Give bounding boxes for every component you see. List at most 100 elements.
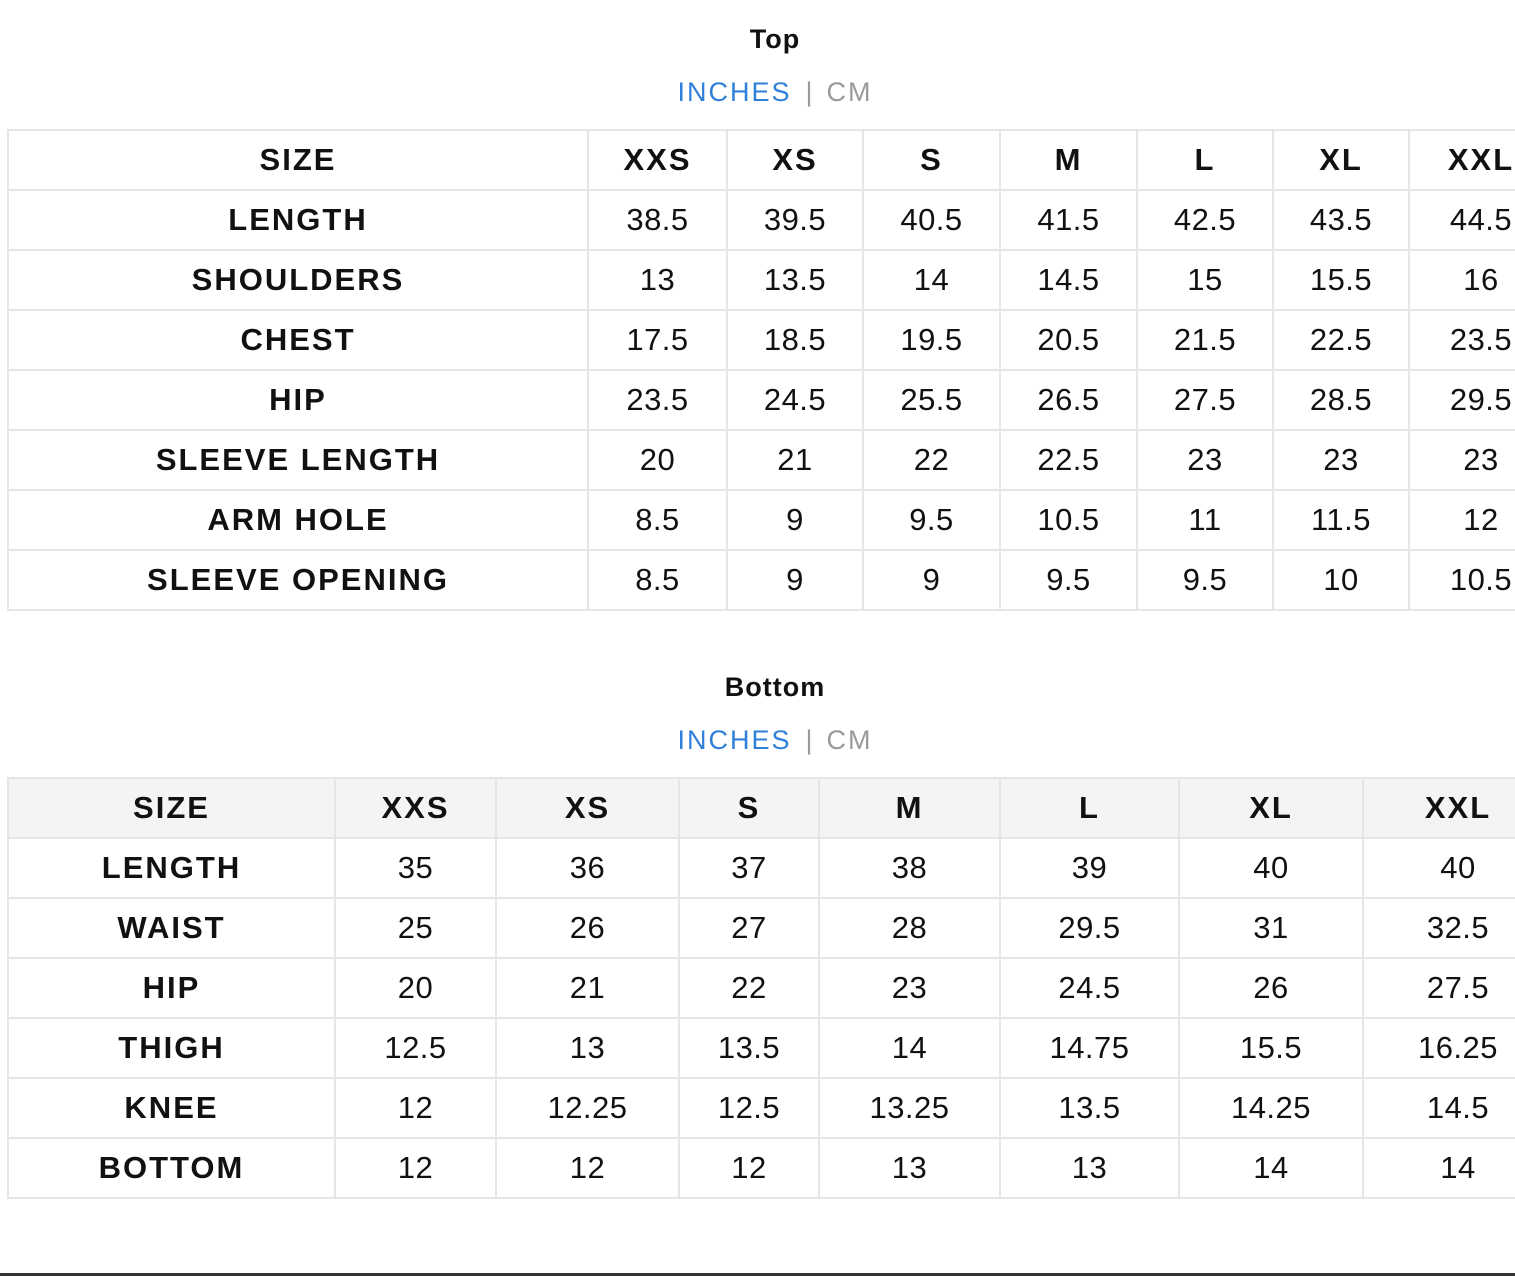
- measurement-value: 14.25: [1178, 1077, 1364, 1139]
- measurement-value: 15: [1136, 249, 1274, 311]
- measurement-value: 8.5: [587, 489, 728, 551]
- measurement-value: 15.5: [1178, 1017, 1364, 1079]
- measurement-value: 9.5: [999, 549, 1138, 611]
- size-column-header: XXS: [334, 777, 497, 839]
- measurement-value: 28: [818, 897, 1001, 959]
- measurement-value: 22: [678, 957, 820, 1019]
- measurement-value: 21: [495, 957, 680, 1019]
- table-row: SLEEVE LENGTH 20 21 22 22.5 23 23 23: [7, 429, 1515, 491]
- measurement-value: 9: [726, 549, 864, 611]
- top-section-title: Top: [749, 24, 801, 54]
- table-row: HIP 20 21 22 23 24.5 26 27.5: [7, 957, 1515, 1019]
- table-row: WAIST 25 26 27 28 29.5 31 32.5: [7, 897, 1515, 959]
- measurement-label: BOTTOM: [7, 1137, 336, 1199]
- measurement-value: 21: [726, 429, 864, 491]
- bottom-inches-toggle[interactable]: INCHES: [677, 725, 792, 755]
- measurement-value: 10.5: [1408, 549, 1515, 611]
- measurement-value: 14.75: [999, 1017, 1180, 1079]
- measurement-value: 13: [495, 1017, 680, 1079]
- measurement-value: 44.5: [1408, 189, 1515, 251]
- measurement-value: 11: [1136, 489, 1274, 551]
- measurement-value: 14: [1362, 1137, 1515, 1199]
- measurement-label: SLEEVE OPENING: [7, 549, 589, 611]
- measurement-value: 31: [1178, 897, 1364, 959]
- measurement-value: 25.5: [862, 369, 1001, 431]
- measurement-value: 22.5: [1272, 309, 1410, 371]
- top-inches-toggle[interactable]: INCHES: [677, 77, 792, 107]
- measurement-value: 14: [862, 249, 1001, 311]
- measurement-value: 20.5: [999, 309, 1138, 371]
- table-row: LENGTH 38.5 39.5 40.5 41.5 42.5 43.5 44.5: [7, 189, 1515, 251]
- measurement-value: 19.5: [862, 309, 1001, 371]
- measurement-value: 23: [1136, 429, 1274, 491]
- measurement-value: 40: [1178, 837, 1364, 899]
- measurement-value: 42.5: [1136, 189, 1274, 251]
- measurement-value: 39.5: [726, 189, 864, 251]
- measurement-value: 12.25: [495, 1077, 680, 1139]
- table-row: LENGTH 35 36 37 38 39 40 40: [7, 837, 1515, 899]
- measurement-value: 23.5: [1408, 309, 1515, 371]
- measurement-label: HIP: [7, 369, 589, 431]
- measurement-value: 13: [999, 1137, 1180, 1199]
- measurement-label: WAIST: [7, 897, 336, 959]
- measurement-value: 9: [726, 489, 864, 551]
- bottom-divider: [0, 1273, 1515, 1276]
- top-size-table: SIZE XXS XS S M L XL XXL LENGTH 38.5 39.5 40.5 41.5 4…: [7, 129, 1515, 611]
- size-column-header: XL: [1272, 129, 1410, 191]
- measurement-value: 27.5: [1136, 369, 1274, 431]
- measurement-value: 40: [1362, 837, 1515, 899]
- measurement-value: 40.5: [862, 189, 1001, 251]
- measurement-value: 12: [678, 1137, 820, 1199]
- measurement-value: 13.25: [818, 1077, 1001, 1139]
- measurement-value: 16.25: [1362, 1017, 1515, 1079]
- bottom-cm-toggle[interactable]: CM: [826, 725, 873, 755]
- size-column-header: XXS: [587, 129, 728, 191]
- top-header-row: SIZE XXS XS S M L XL XXL: [7, 129, 1515, 191]
- measurement-value: 20: [334, 957, 497, 1019]
- measurement-value: 35: [334, 837, 497, 899]
- measurement-value: 23: [818, 957, 1001, 1019]
- measurement-value: 10.5: [999, 489, 1138, 551]
- measurement-value: 13: [818, 1137, 1001, 1199]
- measurement-label: LENGTH: [7, 189, 589, 251]
- measurement-value: 26: [1178, 957, 1364, 1019]
- measurement-value: 8.5: [587, 549, 728, 611]
- measurement-value: 43.5: [1272, 189, 1410, 251]
- table-row: KNEE 12 12.25 12.5 13.25 13.5 14.25 14.5: [7, 1077, 1515, 1139]
- measurement-value: 13.5: [999, 1077, 1180, 1139]
- measurement-label: CHEST: [7, 309, 589, 371]
- size-column-header: XL: [1178, 777, 1364, 839]
- size-header-label: SIZE: [7, 129, 589, 191]
- size-column-header: M: [999, 129, 1138, 191]
- measurement-value: 9.5: [1136, 549, 1274, 611]
- size-column-header: XS: [726, 129, 864, 191]
- measurement-value: 38.5: [587, 189, 728, 251]
- measurement-value: 13.5: [726, 249, 864, 311]
- measurement-value: 36: [495, 837, 680, 899]
- size-column-header: L: [999, 777, 1180, 839]
- measurement-value: 14.5: [1362, 1077, 1515, 1139]
- measurement-value: 10: [1272, 549, 1410, 611]
- measurement-value: 39: [999, 837, 1180, 899]
- measurement-label: SHOULDERS: [7, 249, 589, 311]
- measurement-label: THIGH: [7, 1017, 336, 1079]
- table-row: BOTTOM 12 12 12 13 13 14 14: [7, 1137, 1515, 1199]
- measurement-value: 12: [334, 1077, 497, 1139]
- measurement-value: 29.5: [1408, 369, 1515, 431]
- table-row: ARM HOLE 8.5 9 9.5 10.5 11 11.5 12: [7, 489, 1515, 551]
- measurement-value: 22: [862, 429, 1001, 491]
- measurement-value: 25: [334, 897, 497, 959]
- measurement-value: 12: [1408, 489, 1515, 551]
- measurement-value: 27.5: [1362, 957, 1515, 1019]
- measurement-value: 23.5: [587, 369, 728, 431]
- measurement-value: 15.5: [1272, 249, 1410, 311]
- measurement-label: LENGTH: [7, 837, 336, 899]
- measurement-value: 41.5: [999, 189, 1138, 251]
- measurement-value: 18.5: [726, 309, 864, 371]
- table-row: HIP 23.5 24.5 25.5 26.5 27.5 28.5 29.5: [7, 369, 1515, 431]
- measurement-value: 12: [495, 1137, 680, 1199]
- measurement-value: 37: [678, 837, 820, 899]
- measurement-value: 27: [678, 897, 820, 959]
- bottom-unit-toggle: INCHES | CM: [0, 725, 1515, 755]
- top-cm-toggle[interactable]: CM: [826, 77, 873, 107]
